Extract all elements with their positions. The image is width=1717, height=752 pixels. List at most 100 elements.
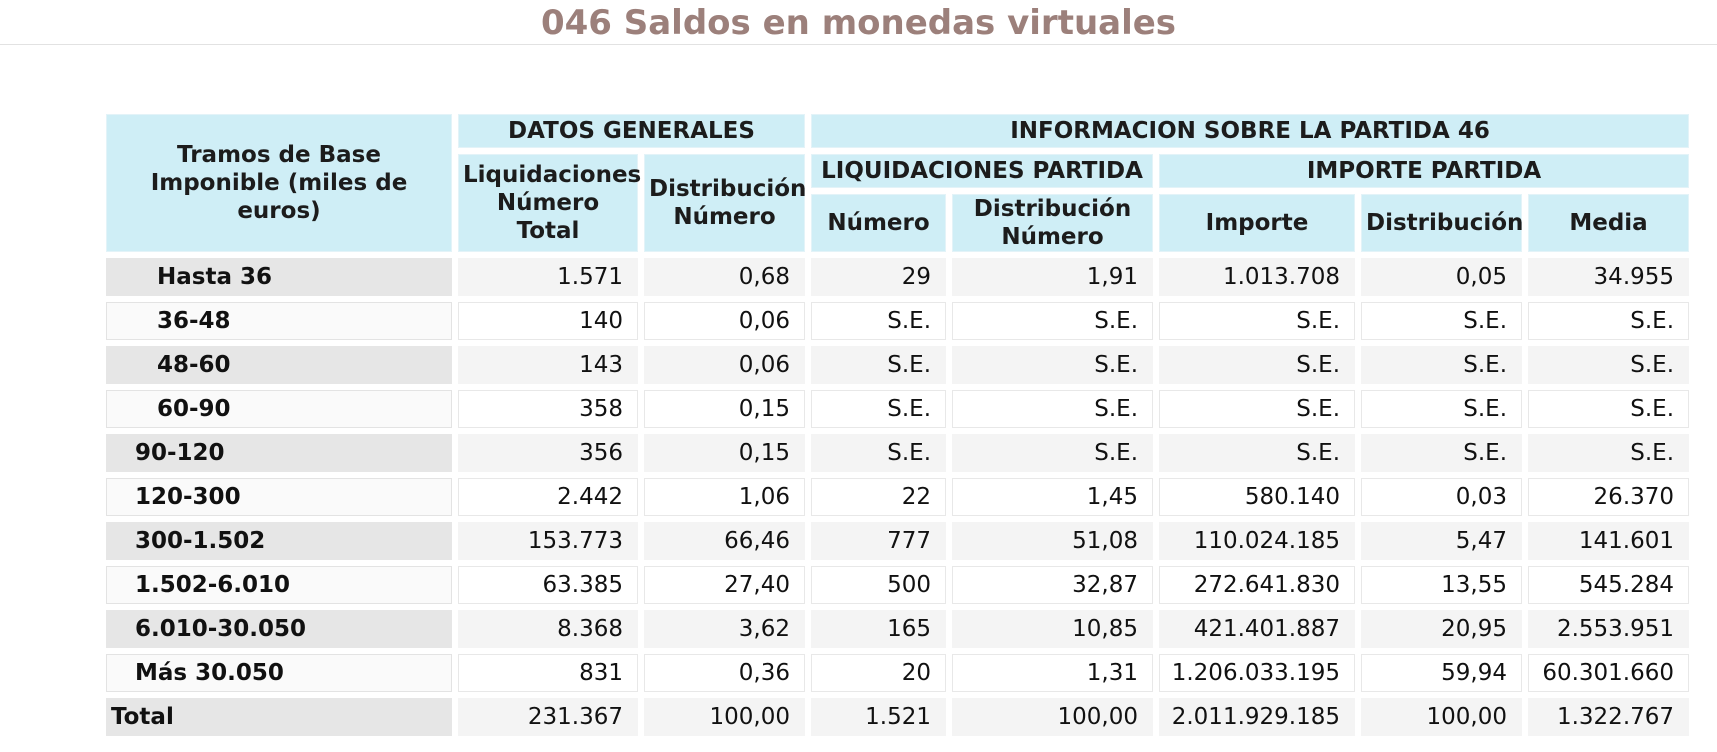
table-cell: 110.024.185 [1159, 522, 1356, 560]
table-row: 300-1.502 153.773 66,46 777 51,08 110.024.185… [106, 522, 1690, 560]
table-cell: 100,00 [644, 698, 806, 736]
table-cell: 0,15 [644, 390, 806, 428]
header-tramos: Tramos de Base Imponible (miles de euros… [106, 114, 452, 252]
table-row: 120-300 2.442 1,06 22 1,45 580.140 0,03 26.370 [106, 478, 1690, 516]
table-cell: 2.553.951 [1528, 610, 1690, 648]
table-cell: 100,00 [1361, 698, 1523, 736]
row-label-text: Total [111, 704, 174, 730]
data-table: Tramos de Base Imponible (miles de euros… [100, 108, 1695, 742]
table-cell: S.E. [1528, 346, 1690, 384]
table-cell: 421.401.887 [1159, 610, 1356, 648]
table-cell: S.E. [952, 346, 1154, 384]
table-cell: S.E. [1159, 390, 1356, 428]
table-cell: S.E. [952, 434, 1154, 472]
table-row: 1.502-6.010 63.385 27,40 500 32,87 272.641.83… [106, 566, 1690, 604]
row-label-text: 60-90 [157, 396, 231, 422]
row-label-text: 1.502-6.010 [135, 572, 291, 598]
table-cell: 51,08 [952, 522, 1154, 560]
table-cell: 0,36 [644, 654, 806, 692]
table-row: Total 231.367 100,00 1.521 100,00 2.011.929.1… [106, 698, 1690, 736]
table-cell: 545.284 [1528, 566, 1690, 604]
table-cell: 580.140 [1159, 478, 1356, 516]
table-cell: 3,62 [644, 610, 806, 648]
table-cell: S.E. [1159, 434, 1356, 472]
table-cell: 20 [811, 654, 947, 692]
table-cell: 10,85 [952, 610, 1154, 648]
table-cell: 63.385 [458, 566, 638, 604]
table-cell: S.E. [1361, 346, 1523, 384]
row-label: 90-120 [106, 434, 452, 472]
header-numero: Número [811, 194, 947, 252]
table-cell: S.E. [1159, 302, 1356, 340]
table-cell: 1.013.708 [1159, 258, 1356, 296]
table-row: Más 30.050 831 0,36 20 1,31 1.206.033.195 59,9… [106, 654, 1690, 692]
header-importe: Importe [1159, 194, 1356, 252]
table-cell: S.E. [1361, 434, 1523, 472]
row-label-text: Más 30.050 [135, 660, 284, 686]
table-cell: 1,91 [952, 258, 1154, 296]
row-label: 48-60 [106, 346, 452, 384]
table-cell: 358 [458, 390, 638, 428]
table-cell: 1.521 [811, 698, 947, 736]
table-cell: 8.368 [458, 610, 638, 648]
row-label: 1.502-6.010 [106, 566, 452, 604]
table-row: 60-90 358 0,15 S.E. S.E. S.E. S.E. S.E. [106, 390, 1690, 428]
table-cell: 1.322.767 [1528, 698, 1690, 736]
table-cell: S.E. [1528, 434, 1690, 472]
table-cell: 0,05 [1361, 258, 1523, 296]
header-liquidaciones-partida: LIQUIDACIONES PARTIDA [811, 154, 1154, 188]
table-cell: 777 [811, 522, 947, 560]
table-cell: 0,06 [644, 302, 806, 340]
table-cell: 20,95 [1361, 610, 1523, 648]
table-cell: 2.442 [458, 478, 638, 516]
row-label-text: 6.010-30.050 [135, 616, 307, 642]
table-cell: 153.773 [458, 522, 638, 560]
table-cell: 356 [458, 434, 638, 472]
header-importe-partida: IMPORTE PARTIDA [1159, 154, 1690, 188]
table-cell: 5,47 [1361, 522, 1523, 560]
row-label-text: 90-120 [135, 440, 225, 466]
table-cell: 141.601 [1528, 522, 1690, 560]
row-label: Total [106, 698, 452, 736]
table-cell: 143 [458, 346, 638, 384]
table-cell: 32,87 [952, 566, 1154, 604]
table-cell: 26.370 [1528, 478, 1690, 516]
table-cell: 66,46 [644, 522, 806, 560]
table-cell: 60.301.660 [1528, 654, 1690, 692]
table-cell: 140 [458, 302, 638, 340]
table-cell: S.E. [1361, 302, 1523, 340]
table-row: 90-120 356 0,15 S.E. S.E. S.E. S.E. S.E. [106, 434, 1690, 472]
row-label: 60-90 [106, 390, 452, 428]
table-row: 48-60 143 0,06 S.E. S.E. S.E. S.E. S.E. [106, 346, 1690, 384]
table-cell: 831 [458, 654, 638, 692]
table-cell: S.E. [811, 390, 947, 428]
table-cell: 0,03 [1361, 478, 1523, 516]
table-cell: 1.206.033.195 [1159, 654, 1356, 692]
table-cell: S.E. [811, 346, 947, 384]
row-label-text: 120-300 [135, 484, 241, 510]
header-distribucion-numero-2: Distribución Número [952, 194, 1154, 252]
table-cell: 29 [811, 258, 947, 296]
header-liq-numero-total: Liquidaciones Número Total [458, 154, 641, 252]
table-cell: 100,00 [952, 698, 1154, 736]
table-cell: 59,94 [1361, 654, 1523, 692]
header-media: Media [1528, 194, 1690, 252]
row-label-text: 48-60 [157, 352, 231, 378]
table-cell: S.E. [1528, 302, 1690, 340]
page-title: 046 Saldos en monedas virtuales [0, 0, 1717, 45]
header-informacion: INFORMACION SOBRE LA PARTIDA 46 [811, 114, 1690, 148]
row-label: 300-1.502 [106, 522, 452, 560]
table-cell: 1,06 [644, 478, 806, 516]
table-body: Hasta 36 1.571 0,68 29 1,91 1.013.708 0,05 34.9… [106, 258, 1690, 736]
row-label: 120-300 [106, 478, 452, 516]
row-label-text: 36-48 [157, 308, 231, 334]
table-row: 6.010-30.050 8.368 3,62 165 10,85 421.401.887… [106, 610, 1690, 648]
table-cell: S.E. [1361, 390, 1523, 428]
header-distribucion: Distribución [1361, 194, 1523, 252]
header-datos-generales: DATOS GENERALES [458, 114, 806, 148]
row-label: Más 30.050 [106, 654, 452, 692]
table-cell: 1,31 [952, 654, 1154, 692]
table-cell: 165 [811, 610, 947, 648]
table-cell: 272.641.830 [1159, 566, 1356, 604]
table-cell: S.E. [952, 302, 1154, 340]
